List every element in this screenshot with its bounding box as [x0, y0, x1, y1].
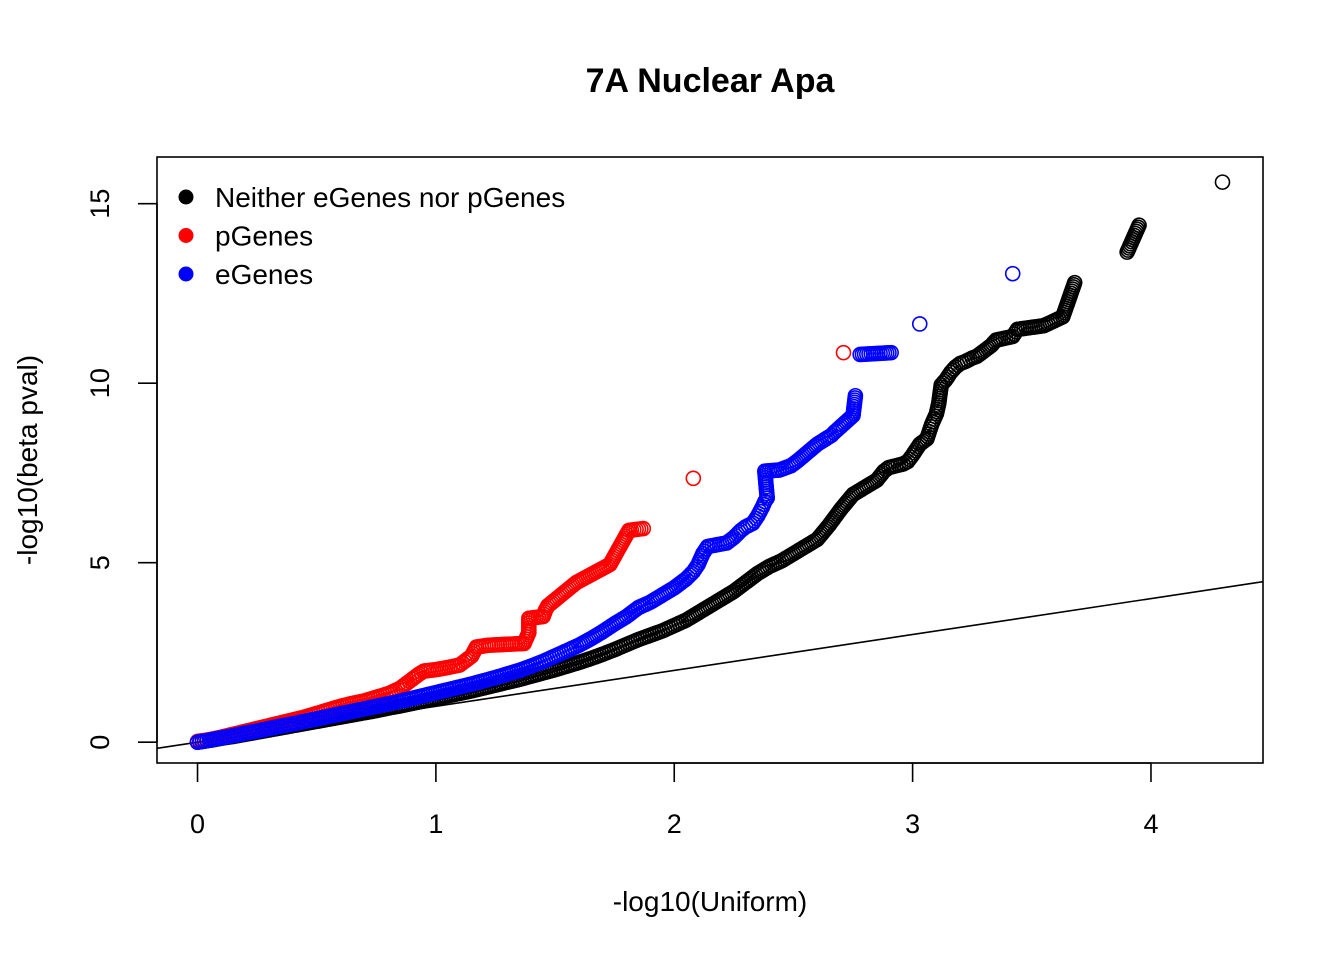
y-tick-label: 5 — [85, 555, 115, 570]
series-egenes — [189, 265, 1021, 750]
x-tick-label: 2 — [667, 809, 682, 839]
data-point — [911, 316, 928, 332]
data-point — [635, 520, 652, 537]
data-point — [1214, 174, 1231, 190]
data-point — [883, 344, 899, 361]
y-tick-label: 0 — [85, 735, 115, 750]
y-axis-label: -log10(beta pval) — [12, 355, 43, 565]
x-tick-label: 0 — [190, 809, 205, 839]
x-tick-label: 1 — [428, 809, 443, 839]
data-point — [685, 470, 702, 487]
x-tick-label: 4 — [1143, 809, 1158, 839]
legend-item: eGenes — [178, 259, 313, 290]
legend-label: Neither eGenes nor pGenes — [215, 182, 565, 213]
chart-title: 7A Nuclear Apa — [586, 62, 836, 100]
legend-item: pGenes — [178, 221, 313, 252]
series-pgenes — [189, 344, 852, 750]
x-axis: 0 1 2 3 4 — [190, 762, 1158, 839]
data-point — [835, 344, 852, 361]
legend-marker — [178, 189, 194, 205]
x-axis-label: -log10(Uniform) — [613, 886, 808, 917]
legend-label: pGenes — [215, 221, 313, 252]
y-axis: 0 5 10 15 — [85, 189, 158, 750]
plot-frame — [156, 156, 1264, 764]
legend-item: Neither eGenes nor pGenes — [178, 182, 565, 213]
y-tick-label: 15 — [85, 189, 115, 219]
data-point — [847, 387, 864, 404]
data-point — [1131, 217, 1147, 234]
data-point — [1004, 265, 1021, 282]
series-neither-egenes-nor-pgenes — [189, 174, 1231, 750]
legend: Neither eGenes nor pGenes pGenes eGenes — [178, 182, 565, 290]
legend-marker — [178, 228, 194, 243]
legend-marker — [178, 266, 194, 282]
legend-label: eGenes — [215, 259, 313, 290]
y-tick-label: 10 — [85, 368, 115, 398]
x-tick-label: 3 — [905, 809, 920, 839]
data-point — [1066, 274, 1083, 291]
